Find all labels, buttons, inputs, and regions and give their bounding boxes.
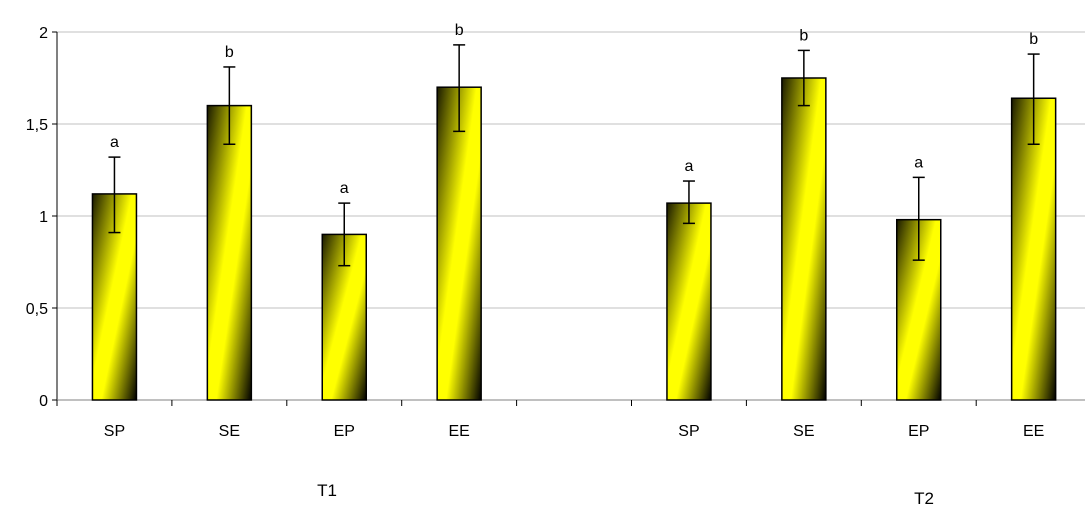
significance-letter: a: [684, 158, 693, 175]
significance-letter: b: [799, 27, 808, 44]
x-tick-label: SE: [219, 423, 240, 440]
bar: [206, 104, 253, 401]
bars: [91, 44, 1057, 401]
significance-letter: a: [914, 154, 923, 171]
bar: [666, 202, 712, 401]
x-tick-label: SP: [104, 423, 125, 440]
bar: [781, 77, 827, 401]
x-tick-label: EE: [448, 423, 469, 440]
y-tick-label: 0: [39, 393, 48, 410]
significance-letter: b: [1029, 31, 1038, 48]
y-tick-label: 0,5: [26, 301, 48, 318]
group-label: T2: [914, 489, 934, 508]
labels: 0 0,5 1 1,5 2 a SP b SE a EP b EE T1 a SP b SE a EP b EE T2: [26, 22, 1045, 508]
significance-letter: b: [455, 22, 464, 39]
significance-letter: a: [110, 134, 119, 151]
x-tick-label: EE: [1023, 423, 1044, 440]
group-label: T1: [317, 481, 337, 500]
y-tick-label: 1: [39, 209, 48, 226]
y-tick-label: 2: [39, 25, 48, 42]
bar: [1010, 97, 1057, 401]
significance-letter: a: [340, 180, 349, 197]
bar: [436, 86, 482, 401]
x-tick-label: SP: [678, 423, 699, 440]
y-tick-label: 1,5: [26, 117, 48, 134]
x-tick-label: EP: [908, 423, 929, 440]
significance-letter: b: [225, 44, 234, 61]
x-tick-label: EP: [334, 423, 355, 440]
x-tick-label: SE: [793, 423, 814, 440]
